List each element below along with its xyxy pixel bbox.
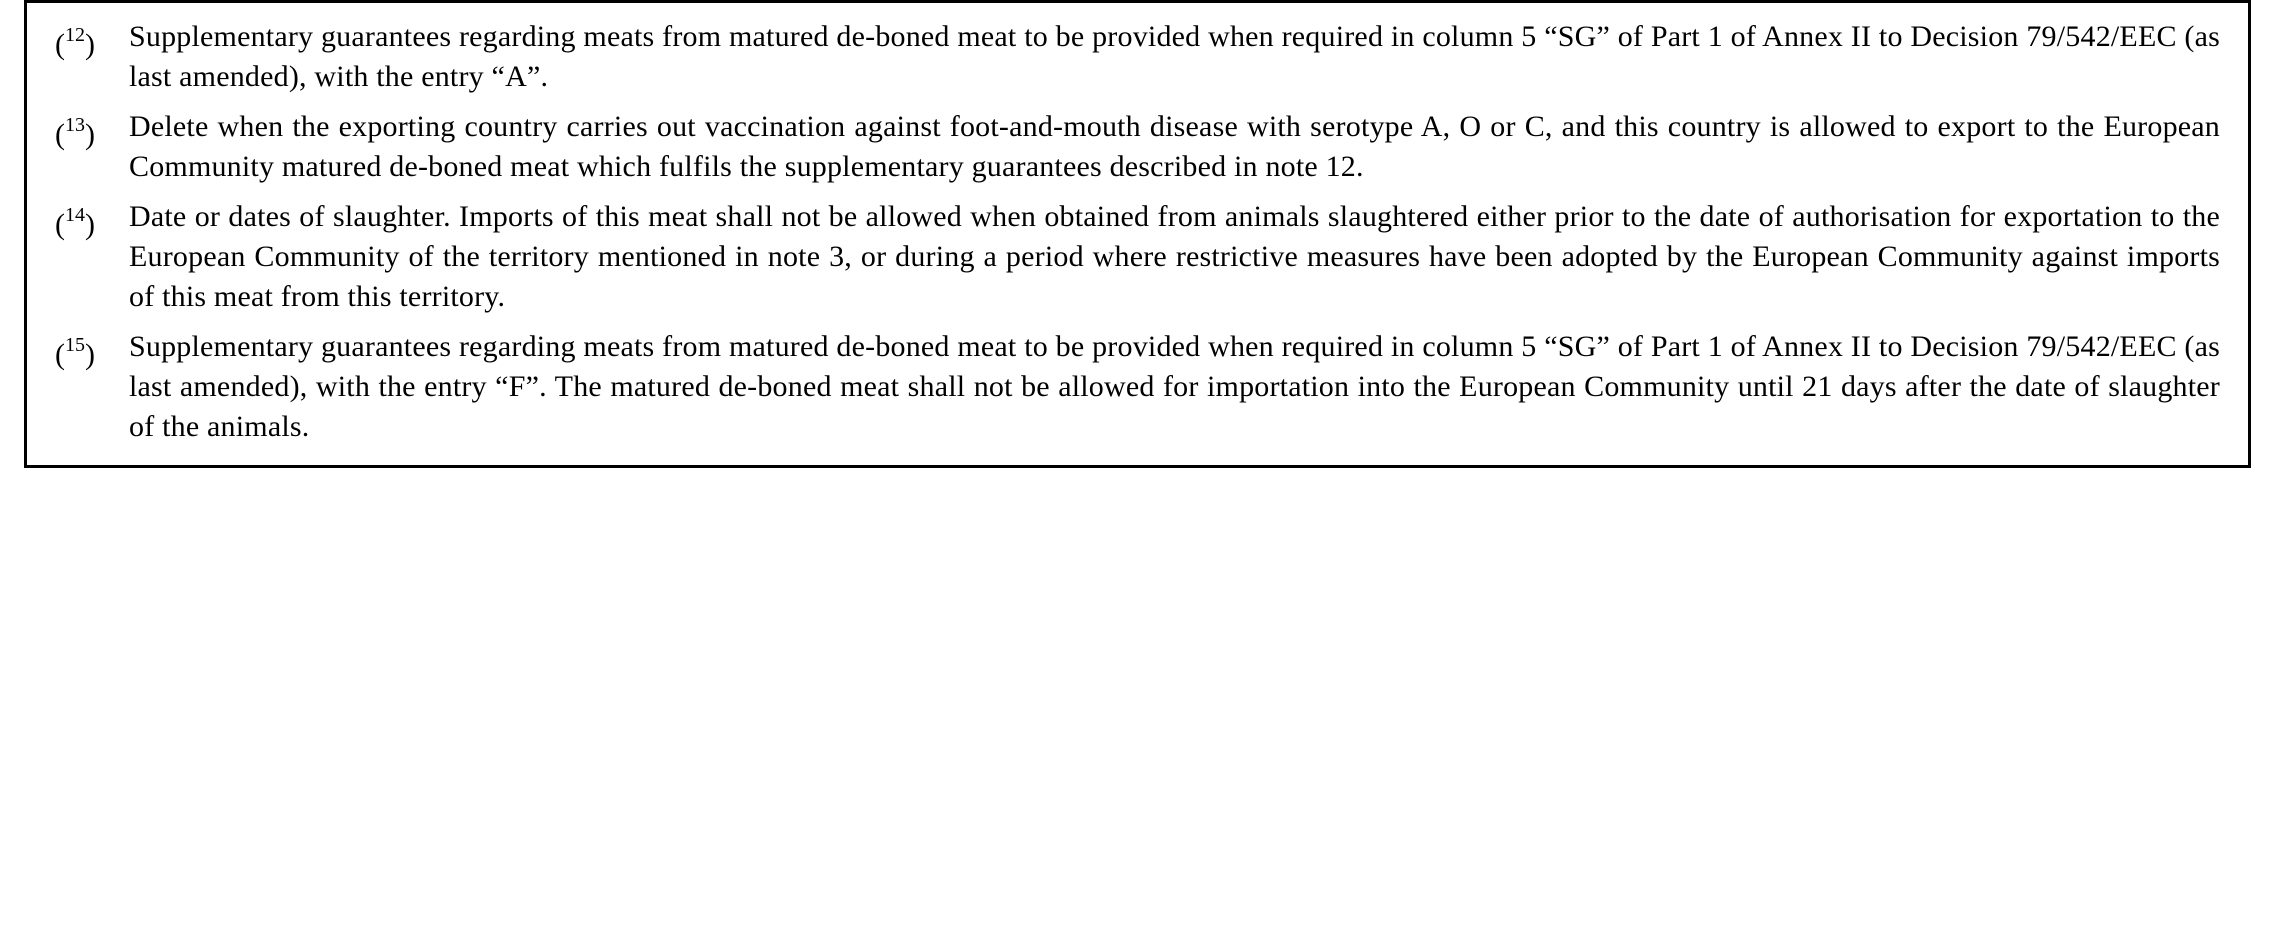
marker-close: ) <box>85 28 95 61</box>
marker-open: ( <box>55 338 65 371</box>
note-13-text: Delete when the exporting country carrie… <box>129 107 2220 187</box>
marker-sup: 12 <box>65 24 85 46</box>
note-12-text: Supplementary guarantees regarding meats… <box>129 17 2220 97</box>
marker-close: ) <box>85 118 95 151</box>
notes-box: (12) Supplementary guarantees regarding … <box>24 0 2251 468</box>
marker-open: ( <box>55 28 65 61</box>
note-14-marker: (14) <box>55 197 129 245</box>
marker-close: ) <box>85 338 95 371</box>
page: (12) Supplementary guarantees regarding … <box>0 0 2275 945</box>
note-15-text: Supplementary guarantees regarding meats… <box>129 327 2220 447</box>
note-15: (15) Supplementary guarantees regarding … <box>55 327 2220 447</box>
marker-open: ( <box>55 118 65 151</box>
note-15-marker: (15) <box>55 327 129 375</box>
note-13-marker: (13) <box>55 107 129 155</box>
note-12-marker: (12) <box>55 17 129 65</box>
marker-sup: 15 <box>65 334 85 356</box>
marker-open: ( <box>55 208 65 241</box>
marker-sup: 14 <box>65 204 85 226</box>
marker-close: ) <box>85 208 95 241</box>
note-13: (13) Delete when the exporting country c… <box>55 107 2220 187</box>
note-14-text: Date or dates of slaughter. Imports of t… <box>129 197 2220 317</box>
note-12: (12) Supplementary guarantees regarding … <box>55 17 2220 97</box>
marker-sup: 13 <box>65 114 85 136</box>
note-14: (14) Date or dates of slaughter. Imports… <box>55 197 2220 317</box>
